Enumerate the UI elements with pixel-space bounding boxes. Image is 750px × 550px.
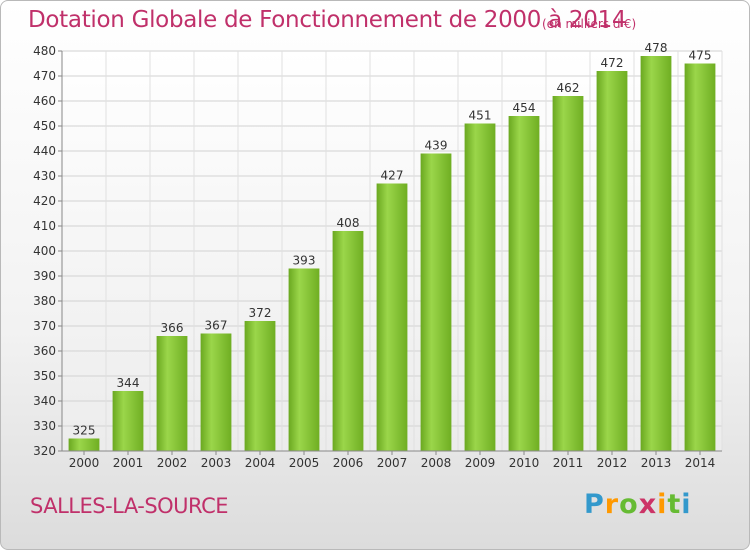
y-tick-label: 470 — [33, 69, 56, 83]
data-label: 475 — [689, 49, 712, 63]
data-label: 367 — [205, 319, 228, 333]
logo-letter: o — [619, 489, 639, 520]
place-name: SALLES-LA-SOURCE — [30, 494, 229, 518]
x-tick-label: 2009 — [465, 456, 496, 470]
data-label: 325 — [73, 424, 96, 438]
bar — [156, 336, 188, 451]
x-tick-label: 2014 — [685, 456, 716, 470]
y-tick-label: 440 — [33, 144, 56, 158]
x-tick-label: 2008 — [421, 456, 452, 470]
data-label: 427 — [381, 169, 404, 183]
bar — [112, 391, 144, 451]
x-tick-label: 2002 — [157, 456, 188, 470]
data-label: 393 — [293, 254, 316, 268]
data-label: 451 — [469, 109, 492, 123]
y-tick-label: 370 — [33, 319, 56, 333]
y-tick-label: 460 — [33, 94, 56, 108]
logo-letter: t — [667, 489, 682, 520]
bar — [332, 231, 364, 451]
x-tick-label: 2012 — [597, 456, 628, 470]
data-label: 408 — [337, 216, 360, 230]
bar — [420, 153, 452, 451]
y-tick-label: 450 — [33, 119, 56, 133]
data-label: 472 — [601, 56, 624, 70]
bar — [596, 71, 628, 451]
y-tick-label: 410 — [33, 219, 56, 233]
logo-letter: r — [604, 489, 620, 520]
logo-letter: x — [638, 489, 658, 520]
logo-letter: P — [584, 489, 605, 520]
x-tick-label: 2006 — [333, 456, 364, 470]
data-label: 439 — [425, 139, 448, 153]
x-tick-label: 2005 — [289, 456, 320, 470]
bar — [464, 123, 496, 451]
y-tick-label: 360 — [33, 344, 56, 358]
x-tick-label: 2001 — [113, 456, 144, 470]
bar — [552, 96, 584, 451]
bar — [508, 116, 540, 451]
y-tick-label: 480 — [33, 44, 56, 58]
bar — [376, 183, 408, 451]
bar — [684, 63, 716, 451]
bar — [288, 268, 320, 451]
data-label: 366 — [161, 321, 184, 335]
x-tick-label: 2011 — [553, 456, 584, 470]
bar — [244, 321, 276, 451]
x-tick-label: 2013 — [641, 456, 672, 470]
y-tick-label: 380 — [33, 294, 56, 308]
logo-letter: i — [657, 489, 668, 520]
x-tick-label: 2010 — [509, 456, 540, 470]
chart-subtitle: (en milliers d'€) — [542, 17, 637, 31]
proxiti-logo: Proxiti — [584, 489, 692, 520]
y-tick-label: 430 — [33, 169, 56, 183]
y-tick-label: 320 — [33, 444, 56, 458]
data-label: 372 — [249, 306, 272, 320]
x-tick-label: 2000 — [69, 456, 100, 470]
x-tick-label: 2004 — [245, 456, 276, 470]
y-tick-label: 340 — [33, 394, 56, 408]
x-tick-label: 2003 — [201, 456, 232, 470]
y-tick-label: 330 — [33, 419, 56, 433]
x-tick-label: 2007 — [377, 456, 408, 470]
logo-letter: i — [681, 489, 692, 520]
data-label: 478 — [645, 41, 668, 55]
data-label: 454 — [513, 101, 536, 115]
bar — [640, 56, 672, 451]
y-tick-label: 420 — [33, 194, 56, 208]
y-tick-label: 350 — [33, 369, 56, 383]
y-tick-label: 390 — [33, 269, 56, 283]
bar — [200, 333, 232, 451]
data-label: 344 — [117, 376, 140, 390]
data-label: 462 — [557, 81, 580, 95]
bar — [68, 438, 100, 451]
y-tick-label: 400 — [33, 244, 56, 258]
chart-title: Dotation Globale de Fonctionnement de 20… — [28, 7, 627, 33]
